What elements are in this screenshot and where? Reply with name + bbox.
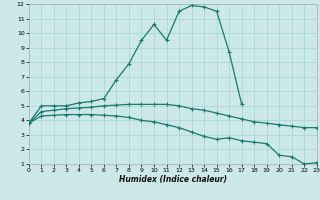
X-axis label: Humidex (Indice chaleur): Humidex (Indice chaleur)	[119, 175, 227, 184]
